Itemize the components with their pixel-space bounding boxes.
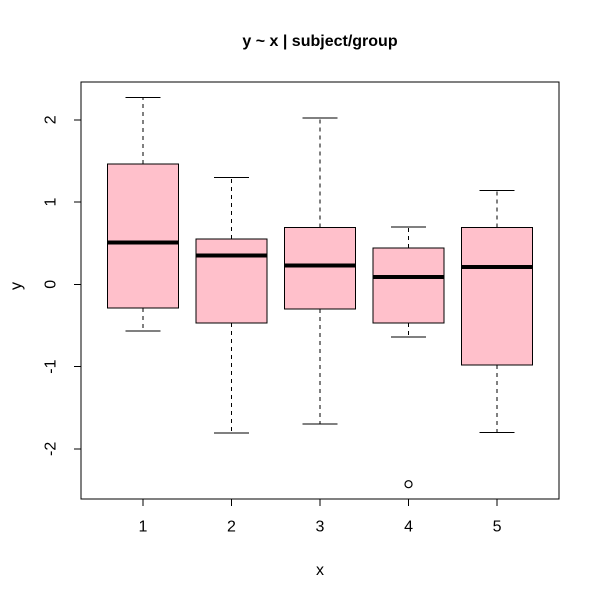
x-axis-title: x bbox=[316, 562, 324, 579]
plot-frame bbox=[80, 81, 560, 500]
y-tick-label: 0 bbox=[43, 280, 60, 289]
y-axis-title: y bbox=[8, 282, 25, 290]
boxplot-box bbox=[195, 238, 268, 324]
x-tick-label: 5 bbox=[493, 519, 502, 536]
boxplot-box bbox=[107, 163, 179, 309]
chart-title: y ~ x | subject/group bbox=[242, 33, 398, 50]
y-tick-label: -1 bbox=[43, 359, 60, 373]
x-tick-label: 4 bbox=[404, 519, 413, 536]
x-tick-label: 3 bbox=[316, 519, 325, 536]
boxplot-box bbox=[284, 227, 356, 310]
y-tick-label: 2 bbox=[43, 115, 60, 124]
y-tick-label: 1 bbox=[43, 198, 60, 207]
x-tick-label: 1 bbox=[139, 519, 148, 536]
x-tick-label: 2 bbox=[227, 519, 236, 536]
boxplot-box bbox=[461, 227, 533, 366]
y-tick-label: -2 bbox=[43, 442, 60, 456]
boxplot-box bbox=[372, 247, 445, 324]
boxplot-outlier bbox=[404, 480, 413, 489]
